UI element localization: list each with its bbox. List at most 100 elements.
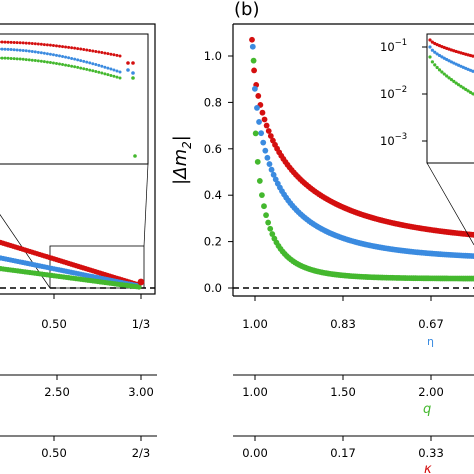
left-inset-point xyxy=(109,52,113,56)
left-inset-point xyxy=(18,57,22,61)
series-point xyxy=(254,158,261,165)
inset-ytick-label: 10−1 xyxy=(380,38,407,54)
inset-point xyxy=(428,45,432,49)
series-point xyxy=(270,171,277,178)
left-inset-point xyxy=(12,40,16,44)
left-inset-point xyxy=(54,53,58,57)
left-inset-point xyxy=(85,60,89,64)
series-point xyxy=(260,139,267,146)
left-inset-point xyxy=(88,61,92,65)
left-inset-point xyxy=(42,60,46,64)
left-inset-point xyxy=(33,50,37,54)
inset-point xyxy=(471,54,474,58)
left-inset-point xyxy=(112,53,116,57)
series-point xyxy=(249,43,256,50)
left-inset-point xyxy=(73,46,77,50)
series-point xyxy=(261,203,267,210)
left-inset-point xyxy=(18,48,22,52)
inset-ytick-label: 10−3 xyxy=(380,132,407,148)
series-point xyxy=(259,109,266,116)
inset-point xyxy=(459,84,463,88)
left-inset-point xyxy=(126,68,130,72)
left-axis1-ticklabel: 0.50 xyxy=(41,317,67,331)
inset-point xyxy=(471,69,474,73)
left-inset-point xyxy=(100,64,104,68)
left-inset-point xyxy=(106,73,110,77)
left-inset-point xyxy=(82,59,86,63)
left-inset-point xyxy=(58,54,62,58)
inset-point xyxy=(428,38,432,42)
left-inset-point xyxy=(51,61,55,65)
left-inset-point xyxy=(6,56,10,60)
left-inset-point xyxy=(39,51,43,55)
inset-point xyxy=(466,89,470,93)
left-inset-point xyxy=(82,67,86,71)
left-inset-point xyxy=(97,70,101,74)
left-inset-point xyxy=(30,42,34,46)
kappa-axis-label: κ xyxy=(424,462,432,474)
left-inset-point xyxy=(109,73,113,77)
left-inset-point xyxy=(67,56,71,60)
inset-ytick-label: 10−2 xyxy=(380,85,407,101)
left-inset-point xyxy=(58,62,62,66)
inset-point xyxy=(428,55,432,59)
left-inset-point xyxy=(9,48,13,52)
eta-axis-label: η xyxy=(427,335,434,348)
left-inset-point xyxy=(70,46,74,50)
inset-point xyxy=(449,78,454,82)
left-inset-point xyxy=(9,56,13,60)
left-inset-point xyxy=(58,44,62,48)
inset-point xyxy=(454,62,458,66)
left-inset-point xyxy=(67,64,71,68)
left-inset-point xyxy=(0,40,1,44)
left-inset-point xyxy=(45,52,49,56)
left-inset-point xyxy=(91,49,95,53)
left-inset-point xyxy=(18,41,22,45)
left-inset-point xyxy=(39,59,43,63)
left-inset-point xyxy=(0,56,1,60)
inset-point xyxy=(445,57,449,62)
left-inset-point xyxy=(0,56,4,60)
left-axis2-ticklabel: 3.00 xyxy=(128,385,154,399)
left-inset-point xyxy=(85,67,89,71)
left-inset-point xyxy=(91,69,95,73)
left-inset-point xyxy=(131,76,135,80)
left-inset-point xyxy=(36,59,40,63)
inset-point xyxy=(440,55,444,59)
inset-point xyxy=(464,87,468,91)
left-inset-point xyxy=(64,63,68,67)
left-series-point xyxy=(136,284,142,290)
left-inset-point xyxy=(79,47,83,51)
left-axis1-ticklabel: 1/3 xyxy=(132,317,151,331)
inset-point xyxy=(433,63,437,67)
series-point xyxy=(256,178,263,184)
left-inset-point xyxy=(61,63,65,67)
left-inset-point xyxy=(3,47,7,51)
left-inset-point xyxy=(0,47,1,51)
series-point xyxy=(268,166,275,173)
left-inset-point xyxy=(131,71,135,75)
series-point xyxy=(269,231,276,237)
kappa-ticklabel: 0.33 xyxy=(418,446,444,460)
left-inset-point xyxy=(112,68,116,72)
left-inset-point xyxy=(94,49,98,53)
right-panel: (b) |Δm2| 0.0 0.2 0.4 0.6 0.8 1.0 10−1 10−2 1… xyxy=(170,0,474,474)
left-inset-point xyxy=(0,40,4,44)
series-point xyxy=(251,85,258,92)
left-inset-point xyxy=(103,72,107,76)
left-inset-point xyxy=(39,42,43,46)
left-inset-point xyxy=(91,62,95,66)
inset-point xyxy=(430,40,434,44)
left-inset-point xyxy=(85,48,89,52)
series-point xyxy=(259,192,265,199)
left-inset-point xyxy=(12,57,16,61)
inset-point xyxy=(449,60,454,64)
inset-point xyxy=(433,41,437,46)
q-ticklabel: 2.00 xyxy=(418,385,444,399)
left-inset-point xyxy=(64,55,68,59)
y-ticklabel: 0.8 xyxy=(204,95,222,109)
left-inset-point xyxy=(6,40,10,44)
series-point xyxy=(252,130,259,137)
left-inset-point xyxy=(42,51,46,55)
